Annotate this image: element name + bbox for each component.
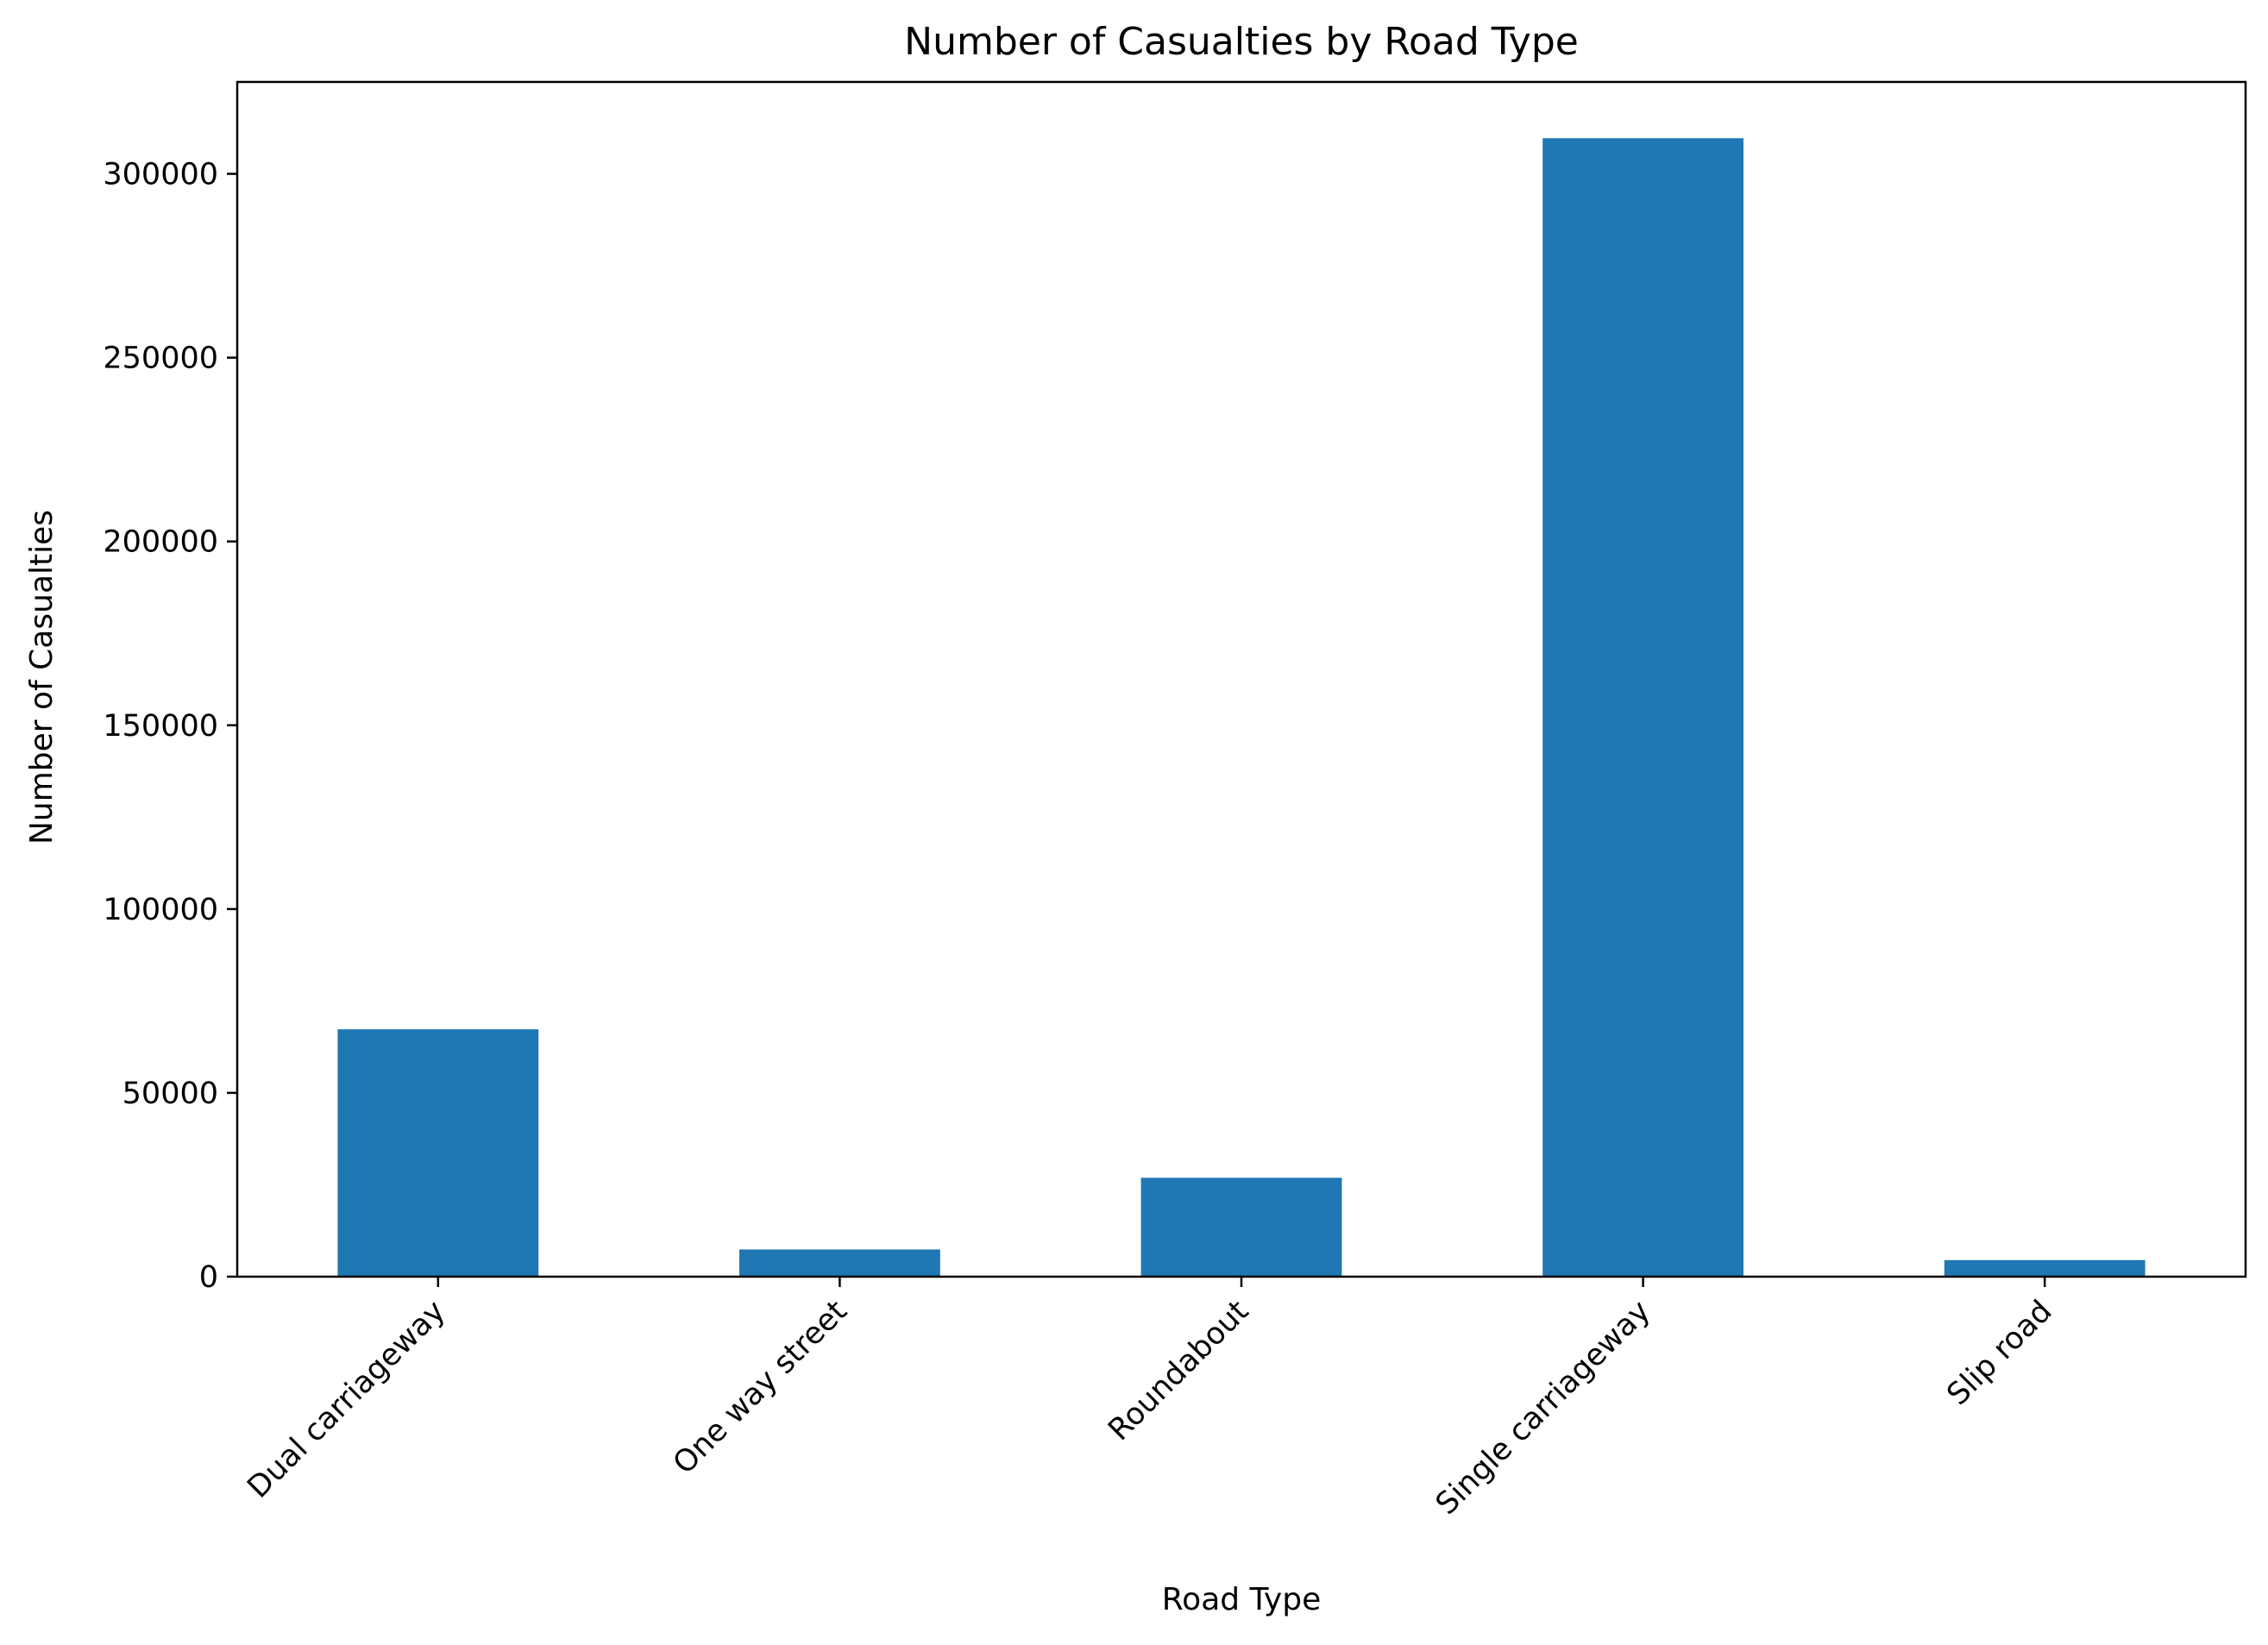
- bar-one-way-street: [739, 1249, 940, 1277]
- bar-roundabout: [1140, 1177, 1342, 1277]
- bar-dual-carriageway: [337, 1029, 539, 1277]
- x-tick-label: Slip road: [1941, 1294, 2059, 1412]
- y-tick-label: 300000: [103, 158, 218, 192]
- x-tick-label: Roundabout: [1102, 1294, 1255, 1447]
- bars-layer: [337, 138, 2145, 1277]
- y-tick-label: 0: [199, 1260, 218, 1295]
- x-tick-label: One way street: [667, 1294, 854, 1481]
- x-axis-label: Road Type: [1162, 1582, 1321, 1617]
- y-tick-label: 250000: [103, 342, 218, 376]
- bar-slip-road: [1944, 1259, 2145, 1277]
- y-tick-label: 200000: [103, 525, 218, 560]
- plot-area-frame: [236, 80, 2247, 1278]
- y-axis-label: Number of Casualties: [24, 510, 60, 844]
- y-tick-label: 50000: [123, 1077, 218, 1111]
- bar-single-carriageway: [1542, 138, 1743, 1277]
- x-axis-ticks: Dual carriageway One way street Roundabout…: [242, 1277, 2059, 1522]
- x-tick-label: Single carriageway: [1429, 1294, 1657, 1522]
- y-tick-label: 150000: [103, 709, 218, 744]
- x-tick-label: Dual carriageway: [242, 1294, 453, 1505]
- y-tick-label: 100000: [103, 893, 218, 927]
- chart-title: Number of Casualties by Road Type: [904, 20, 1579, 64]
- y-axis-ticks: 0 50000 100000 150000 200000 250000 300000: [103, 158, 237, 1295]
